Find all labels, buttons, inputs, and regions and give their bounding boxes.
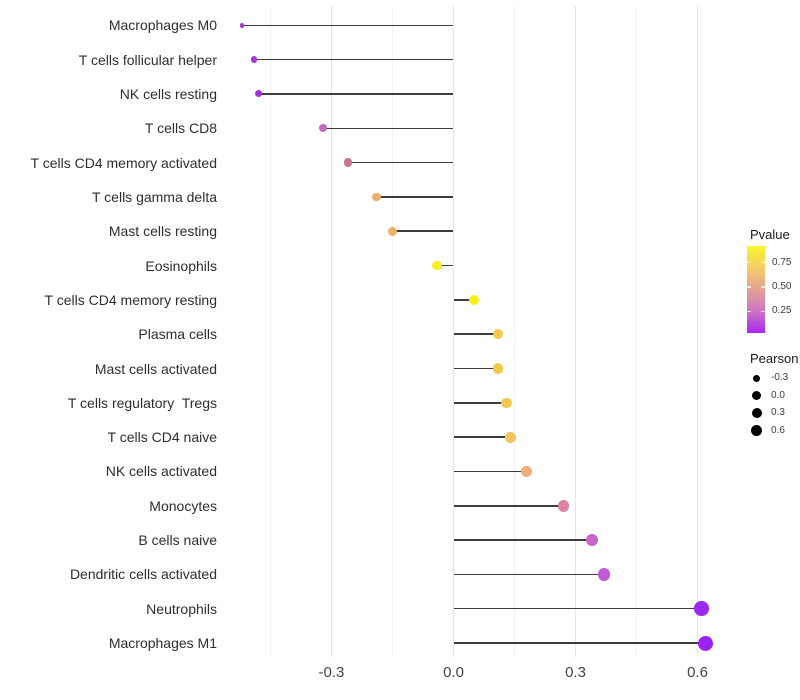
y-axis-label: NK cells resting xyxy=(119,85,217,102)
y-axis-label: NK cells activated xyxy=(105,463,217,480)
gridline-major xyxy=(330,6,332,657)
pvalue-colorbar-tick-mark xyxy=(747,286,751,288)
lollipop-dot xyxy=(432,260,443,271)
x-axis-tick-label: -0.3 xyxy=(318,664,345,681)
gridline-minor xyxy=(391,6,393,657)
lollipop-segment xyxy=(453,436,511,438)
lollipop-dot xyxy=(694,601,709,617)
lollipop-dot xyxy=(505,431,516,443)
y-axis-label: Mast cells activated xyxy=(94,360,217,377)
lollipop-dot xyxy=(250,56,258,63)
y-axis-label: T cells CD4 memory activated xyxy=(30,154,217,171)
y-axis-label: Neutrophils xyxy=(146,600,217,617)
pearson-legend-label: 0.3 xyxy=(771,407,785,418)
x-axis-tick-label: 0.6 xyxy=(687,664,708,681)
lollipop-segment xyxy=(453,402,507,404)
lollipop-segment xyxy=(254,58,454,61)
lollipop-dot xyxy=(254,90,262,98)
y-axis-label: Macrophages M1 xyxy=(108,635,217,652)
y-axis-label: Plasma cells xyxy=(138,326,217,343)
y-axis-label: Mast cells resting xyxy=(108,223,217,240)
pvalue-colorbar-tick-mark xyxy=(761,310,765,313)
y-axis-label: Macrophages M0 xyxy=(108,17,217,34)
y-axis-label: T cells gamma delta xyxy=(91,188,217,205)
pearson-legend-dot xyxy=(750,424,763,437)
lollipop-segment xyxy=(453,333,499,335)
pvalue-legend-title: Pvalue xyxy=(750,227,790,242)
lollipop-dot xyxy=(521,465,533,478)
lollipop-dot xyxy=(585,534,598,547)
gridline-major xyxy=(575,6,576,657)
pearson-legend-dot xyxy=(753,374,760,382)
lollipop-dot xyxy=(493,328,504,340)
gridline-minor xyxy=(636,6,637,657)
lollipop-segment xyxy=(453,367,499,370)
y-axis-label: T cells CD4 memory resting xyxy=(44,291,217,308)
pvalue-colorbar-tick-mark xyxy=(761,286,765,288)
y-axis-label: T cells regulatory Tregs xyxy=(67,394,217,411)
pvalue-colorbar xyxy=(747,246,765,333)
lollipop-segment xyxy=(453,642,706,644)
lollipop-segment xyxy=(453,299,474,301)
pearson-legend-dot xyxy=(752,391,761,400)
y-axis-label: Monocytes xyxy=(149,497,217,514)
pearson-legend-title: Pearson xyxy=(750,351,799,366)
pearson-legend-label: 0.6 xyxy=(771,424,785,436)
gridline-major xyxy=(697,6,699,657)
pvalue-legend-tick-label: 0.50 xyxy=(772,281,792,293)
lollipop-segment xyxy=(453,539,592,541)
lollipop-dot xyxy=(468,294,479,305)
pvalue-legend-tick-label: 0.25 xyxy=(772,305,792,317)
lollipop-segment xyxy=(453,607,702,610)
pvalue-colorbar-tick-mark xyxy=(761,261,765,264)
y-axis-label: T cells follicular helper xyxy=(78,51,217,68)
lollipop-dot xyxy=(501,397,512,409)
lollipop-segment xyxy=(376,196,454,198)
lollipop-segment xyxy=(453,470,527,473)
pvalue-legend-tick-label: 0.75 xyxy=(772,256,792,268)
x-axis-tick-label: 0.3 xyxy=(565,664,586,681)
lollipop-segment xyxy=(242,24,454,27)
y-axis-label: T cells CD4 naive xyxy=(107,429,217,446)
lollipop-segment xyxy=(453,573,604,576)
lollipop-segment xyxy=(258,93,454,95)
lollipop-dot xyxy=(239,23,245,28)
lollipop-dot xyxy=(371,192,381,202)
gridline-major xyxy=(453,6,454,657)
lollipop-segment xyxy=(392,230,454,232)
y-axis-label: Eosinophils xyxy=(145,257,217,274)
gridline-minor xyxy=(514,6,515,657)
pearson-legend-dot xyxy=(751,408,762,418)
lollipop-dot xyxy=(698,635,714,651)
y-axis-label: B cells naive xyxy=(138,532,217,549)
lollipop-segment xyxy=(323,127,454,129)
lollipop-segment xyxy=(437,264,454,267)
y-axis-label: T cells CD8 xyxy=(144,120,217,137)
lollipop-dot xyxy=(319,124,328,133)
lollipop-dot xyxy=(387,226,397,236)
lollipop-dot xyxy=(557,499,570,512)
lollipop-dot xyxy=(597,568,611,581)
y-axis-label: Dendritic cells activated xyxy=(69,566,217,583)
gridline-minor xyxy=(269,6,271,657)
lollipop-dot xyxy=(343,158,352,167)
pvalue-colorbar-tick-mark xyxy=(747,310,751,313)
x-axis-tick-label: 0.0 xyxy=(443,664,464,681)
lollipop-segment xyxy=(347,161,454,164)
lollipop-segment xyxy=(453,505,564,507)
pvalue-colorbar-tick-mark xyxy=(747,261,751,264)
pearson-legend-label: 0.0 xyxy=(771,389,785,401)
pearson-legend-label: -0.3 xyxy=(771,372,789,383)
lollipop-dot xyxy=(493,363,504,374)
